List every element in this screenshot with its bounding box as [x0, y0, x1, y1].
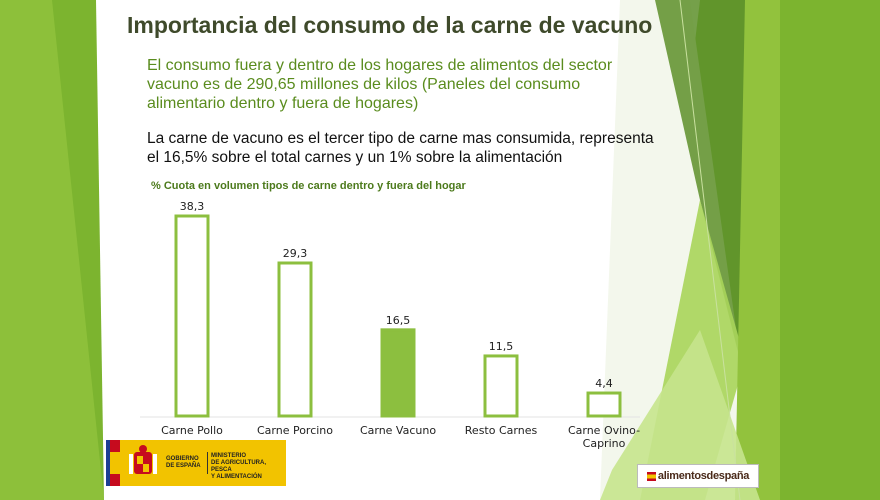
slide-title: Importancia del consumo de la carne de v… — [127, 12, 653, 38]
category-label: Resto Carnes — [465, 424, 538, 437]
gov-line-2: DE ESPAÑA — [166, 463, 201, 469]
ministry-label: MINISTERIO DE AGRICULTURA, PESCA Y ALIME… — [211, 453, 286, 481]
coat-of-arms-icon — [129, 445, 157, 474]
data-label: 16,5 — [386, 314, 411, 327]
ministry-line-2: DE AGRICULTURA, PESCA — [211, 460, 266, 473]
data-label: 38,3 — [180, 200, 205, 213]
bar — [174, 214, 210, 418]
spain-flag-icon — [106, 440, 120, 486]
government-logo: GOBIERNO DE ESPAÑA MINISTERIO DE AGRICUL… — [106, 440, 286, 486]
bar — [380, 328, 416, 418]
bar — [586, 391, 622, 418]
category-label: Carne Porcino — [257, 424, 333, 437]
intro-paragraph: El consumo fuera y dentro de los hogares… — [147, 57, 613, 112]
gov-label: GOBIERNO DE ESPAÑA — [166, 456, 201, 470]
logo-divider — [207, 452, 208, 474]
data-label: 4,4 — [595, 377, 613, 390]
brand-text: alimentosdespaña — [657, 470, 750, 482]
ministry-line-3: Y ALIMENTACIÓN — [211, 474, 262, 480]
category-label: Carne Ovino-Caprino — [568, 424, 640, 450]
alimentos-de-espana-logo: alimentosdespaña — [637, 464, 759, 488]
data-label: 29,3 — [283, 247, 308, 260]
spain-flag-icon — [646, 471, 656, 481]
gov-line-1: GOBIERNO — [166, 456, 199, 462]
category-label: Carne Vacuno — [360, 424, 436, 437]
category-label: Carne Pollo — [161, 424, 223, 437]
ministry-line-1: MINISTERIO — [211, 453, 247, 459]
bar — [483, 354, 519, 418]
data-label: 11,5 — [489, 340, 514, 353]
bar — [277, 261, 313, 418]
chart-title: % Cuota en volumen tipos de carne dentro… — [151, 180, 466, 192]
highlight-paragraph: La carne de vacuno es el tercer tipo de … — [147, 130, 654, 166]
